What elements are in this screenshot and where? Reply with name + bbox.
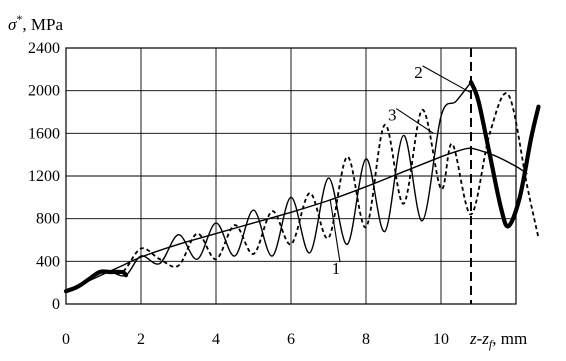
x-axis-unit: , mm	[492, 329, 527, 348]
series-line-3	[65, 92, 540, 294]
y-tick-label: 1200	[28, 168, 60, 185]
x-tick-label: 8	[362, 331, 370, 348]
y-tick-label: 1600	[28, 125, 60, 142]
series-line-2-bold	[63, 269, 129, 294]
grid	[65, 47, 517, 305]
x-tick-label: 4	[212, 331, 220, 348]
annotation-leader-1	[329, 200, 341, 263]
y-tick-label: 2400	[28, 40, 60, 57]
annotation-leader-3	[395, 108, 434, 134]
y-tick-label: 800	[36, 211, 60, 228]
x-tick-label: 2	[137, 331, 145, 348]
series-line-2-bold-end	[468, 80, 541, 229]
y-axis-symbol: σ	[8, 15, 17, 34]
x-tick-label: 0	[62, 331, 70, 348]
annotation-label-2: 2	[414, 63, 423, 82]
x-tick-label: 10	[433, 331, 449, 348]
y-axis-label: σ*, MPa	[8, 12, 63, 34]
y-tick-label: 2000	[28, 83, 60, 100]
annotation-label-3: 3	[388, 106, 397, 125]
x-axis-subscript: f	[489, 337, 494, 351]
x-axis-label: z-zf, mm	[469, 329, 527, 351]
x-tick-label: 6	[287, 331, 295, 348]
annotation-label-1: 1	[332, 259, 341, 278]
y-tick-label: 400	[36, 253, 60, 270]
y-axis-unit: , MPa	[22, 15, 63, 34]
annotation-leader-2	[422, 65, 472, 94]
y-tick-label: 0	[52, 296, 60, 313]
annotations: 1 2 3	[329, 63, 472, 278]
y-axis-superscript: *	[16, 12, 22, 26]
series-layer	[63, 48, 541, 304]
series-line-2	[65, 81, 472, 292]
x-axis-main: z-z	[469, 329, 489, 348]
tick-labels: 0 400 800 1200 1600 2000 2400 0 2 4 6 8 10	[28, 40, 449, 348]
